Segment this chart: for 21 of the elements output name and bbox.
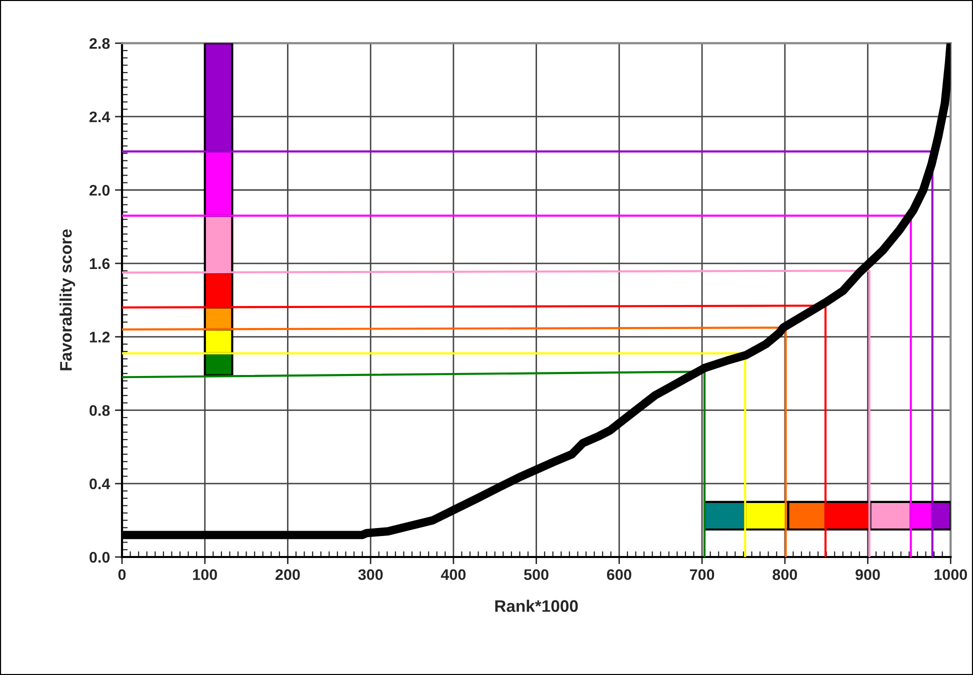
x-axis-title: Rank*1000 — [495, 600, 578, 612]
x-tick-label: 100 — [193, 569, 217, 580]
y-tick-label: 0.8 — [90, 405, 110, 416]
x-tick-label: 800 — [772, 569, 798, 580]
x-tick-label: 600 — [606, 569, 632, 580]
y-tick-label: 2.0 — [90, 184, 110, 196]
y-tick-label: 2.8 — [90, 38, 110, 49]
y-axis-title: Favorability score — [60, 229, 76, 370]
y-tick-label: 1.2 — [90, 332, 110, 342]
x-tick-label: 200 — [276, 569, 300, 580]
x-tick-label: 500 — [524, 569, 548, 580]
x-tick-label: 1000 — [934, 569, 967, 580]
x-tick-label: 400 — [440, 569, 466, 580]
y-tick-label: 0.4 — [90, 478, 110, 490]
y-tick-label: 2.4 — [90, 111, 110, 122]
y-tick-label: 0.0 — [90, 552, 110, 563]
x-tick-label: 900 — [856, 569, 880, 580]
x-tick-label: 700 — [690, 569, 714, 580]
x-tick-label: 300 — [358, 569, 383, 580]
y-tick-label: 1.6 — [90, 258, 110, 270]
x-tick-label: 0 — [118, 569, 126, 580]
